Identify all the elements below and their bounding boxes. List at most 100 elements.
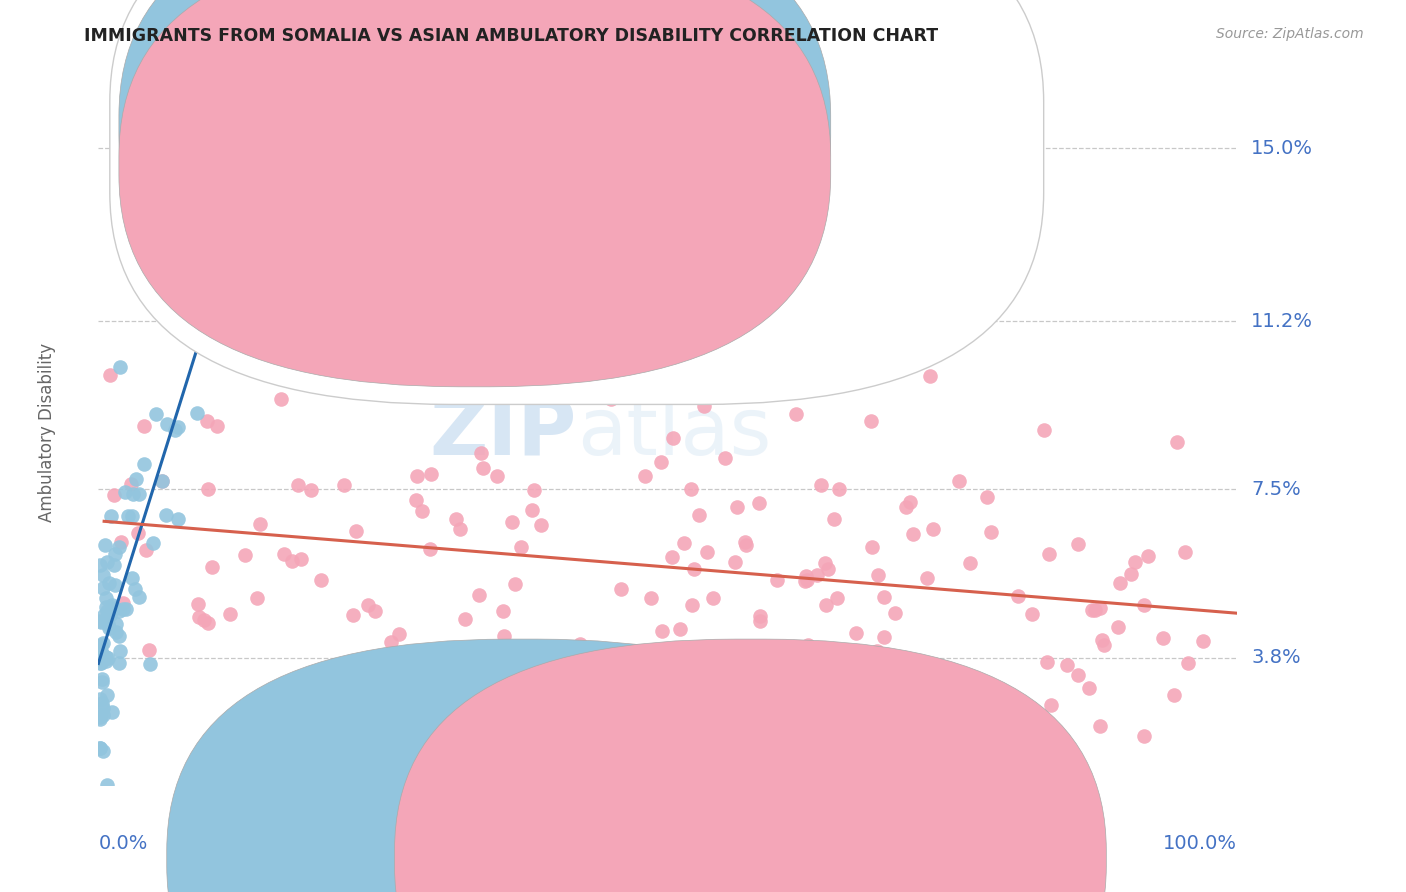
Point [96,649,118,664]
Point [290,552,312,566]
Point [111,597,134,611]
Point [486,468,509,483]
Point [860,414,883,428]
Text: Asians: Asians [770,849,824,867]
Point [714,450,737,465]
Point [108,644,131,658]
Text: 3.8%: 3.8% [1251,648,1301,667]
Point [197,415,219,429]
Point [650,454,672,468]
Point [470,446,492,460]
Point [793,574,815,589]
Point [993,711,1015,725]
Point [872,590,894,604]
Point [96,604,118,618]
Text: Immigrants from Somalia: Immigrants from Somalia [543,849,754,867]
Point [405,493,427,508]
Point [1036,655,1059,669]
Point [94,654,117,668]
Point [1137,549,1160,563]
Point [568,637,591,651]
Point [94,538,117,552]
Point [127,525,149,540]
Point [89,614,111,628]
Point [145,407,167,421]
Text: Ambulatory Disability: Ambulatory Disability [38,343,56,522]
Text: ZIP: ZIP [429,393,576,472]
Point [91,674,114,689]
Point [1177,656,1199,670]
Point [794,568,817,582]
Point [766,573,789,587]
Point [800,650,823,665]
Point [270,392,292,406]
Point [134,457,156,471]
Point [959,556,981,570]
Point [125,472,148,486]
Point [749,608,772,623]
Point [380,635,402,649]
Point [868,568,890,582]
Point [98,576,121,591]
Point [90,673,112,687]
Point [1119,567,1142,582]
Text: N =  73: N = 73 [605,116,679,135]
Point [883,607,905,621]
Point [96,650,118,665]
Point [980,524,1002,539]
Point [1173,545,1195,559]
Point [364,604,387,618]
Point [1133,729,1156,743]
Point [201,560,224,574]
Text: Source: ZipAtlas.com: Source: ZipAtlas.com [1216,27,1364,41]
Point [89,740,111,755]
Point [187,610,209,624]
Point [91,650,114,665]
Point [1166,434,1188,449]
Point [661,550,683,565]
Point [342,607,364,622]
Point [711,652,734,666]
Point [108,541,131,555]
Point [156,417,179,431]
Point [90,638,112,652]
Point [468,588,491,602]
Point [90,656,112,670]
Point [104,547,127,561]
Point [105,625,128,640]
Point [93,608,115,623]
Point [411,504,433,518]
Point [387,627,409,641]
Point [155,508,177,523]
Point [120,477,142,491]
Point [668,623,690,637]
FancyBboxPatch shape [110,0,1043,404]
Point [991,714,1014,729]
Point [1090,600,1112,615]
Point [186,406,208,420]
Point [124,582,146,596]
Point [96,556,118,570]
Point [860,540,883,554]
Point [219,607,242,622]
Point [651,624,673,638]
Point [814,556,837,570]
Point [1192,634,1215,648]
Point [128,487,150,501]
Point [138,643,160,657]
Point [454,612,477,626]
Point [806,568,828,582]
Point [1038,548,1060,562]
Point [1090,718,1112,732]
Point [138,657,160,671]
Point [898,659,921,673]
Point [97,621,120,635]
Point [101,705,124,719]
Point [337,323,360,337]
Point [103,488,125,502]
Point [918,368,941,383]
Point [1123,555,1146,569]
Point [419,542,441,557]
Point [89,712,111,726]
Point [977,677,1000,691]
